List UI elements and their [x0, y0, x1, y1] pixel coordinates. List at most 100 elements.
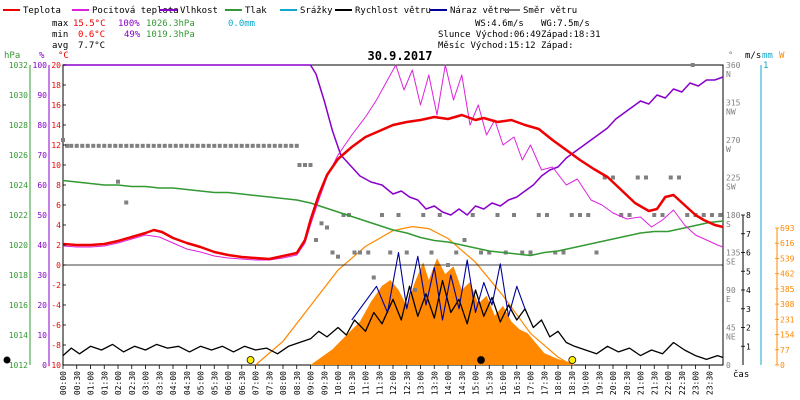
solar-tick-label: 462: [780, 270, 795, 279]
stat-ws: WS:4.6m/s: [475, 19, 524, 29]
wind-dir-point: [314, 238, 318, 242]
wind-dir-point: [201, 143, 206, 148]
temp-tick-label: 10: [51, 161, 61, 170]
humidity-tick-label: 50: [37, 211, 47, 220]
wind-dir-point: [512, 213, 516, 217]
unit-time: čas: [733, 369, 749, 380]
dir-tick-label: 225: [726, 174, 741, 183]
wind-tick-label: 4: [746, 286, 751, 295]
x-tick-label: 12:30: [403, 371, 412, 395]
dir-tick-compass: E: [726, 295, 731, 304]
wind-dir-point: [660, 213, 665, 217]
x-tick-label: 06:30: [238, 371, 247, 395]
wind-dir-point: [217, 143, 222, 148]
humidity-tick-label: 0: [42, 361, 47, 370]
wind-dir-point: [371, 275, 376, 280]
x-tick-label: 07:00: [252, 371, 261, 395]
legend-label-temperature: Teplota: [23, 6, 61, 16]
wind-dir-point: [319, 221, 324, 226]
x-tick-label: 00:30: [73, 371, 82, 395]
wind-tick-label: 6: [746, 249, 751, 258]
wind-dir-point: [124, 143, 129, 148]
dir-tick-compass: N: [726, 70, 731, 79]
solar-tick-label: 616: [780, 239, 795, 248]
x-tick-label: 11:00: [362, 371, 371, 395]
humidity-tick-label: 80: [37, 121, 47, 130]
wind-dir-point: [470, 213, 475, 217]
x-tick-label: 01:00: [87, 371, 96, 395]
moonrise-marker: [477, 356, 485, 364]
wind-dir-point: [223, 143, 228, 148]
wind-dir-point: [173, 143, 178, 148]
temp-tick-label: -4: [51, 301, 61, 310]
stat-wg: WG:7.5m/s: [541, 19, 590, 29]
wind-dir-point: [179, 143, 184, 148]
wind-dir-point: [308, 163, 313, 167]
wind-dir-point: [561, 250, 566, 255]
x-tick-label: 08:00: [279, 371, 288, 395]
x-tick-label: 16:00: [499, 371, 508, 395]
temp-tick-label: 12: [51, 141, 61, 150]
wind-dir-point: [668, 175, 673, 180]
wind-dir-point: [627, 213, 632, 217]
wind-dir-point: [545, 213, 549, 217]
stat-min-hum: 49%: [124, 30, 141, 40]
wind-dir-point: [341, 213, 346, 217]
wind-dir-point: [479, 250, 483, 255]
temp-tick-label: 4: [56, 221, 61, 230]
dir-tick-compass: S: [726, 220, 731, 229]
stat-min-label: min: [52, 30, 68, 40]
wind-dir-point: [352, 250, 357, 255]
wind-dir-point: [157, 143, 162, 148]
humidity-tick-label: 90: [37, 91, 47, 100]
x-tick-label: 03:00: [142, 371, 151, 395]
unit-mm: mm: [762, 51, 773, 61]
x-tick-label: 13:30: [430, 371, 439, 395]
wind-dir-point: [195, 143, 200, 148]
dir-tick-compass: SE: [726, 258, 736, 267]
wind-dir-point: [80, 143, 85, 148]
solar-tick-label: 539: [780, 254, 795, 263]
solar-tick-label: 231: [780, 315, 795, 324]
wind-dir-point: [330, 250, 335, 255]
x-tick-label: 13:00: [417, 371, 426, 395]
wind-dir-point: [294, 143, 299, 148]
pressure-tick-label: 1026: [9, 151, 28, 160]
wind-dir-point: [239, 143, 244, 148]
wind-dir-point: [635, 175, 640, 180]
x-tick-label: 12:00: [389, 371, 398, 395]
wind-dir-point: [140, 143, 145, 148]
x-tick-label: 02:00: [114, 371, 123, 395]
wind-tick-label: 8: [746, 211, 751, 220]
stat-max-label: max: [52, 19, 69, 29]
wind-dir-point: [358, 250, 362, 255]
wind-dir-point: [690, 63, 695, 67]
dir-tick-compass: SW: [726, 183, 736, 192]
temp-tick-label: 14: [51, 121, 61, 130]
wind-dir-point: [91, 143, 96, 148]
dir-tick-label: 270: [726, 136, 741, 145]
temp-tick-label: 8: [56, 181, 61, 190]
x-tick-label: 23:30: [705, 371, 714, 395]
x-tick-label: 15:00: [472, 371, 481, 395]
wind-dir-point: [569, 213, 574, 217]
chart-legend: Teplota Pocitová teplota Vlhkost Tlak Srážky…: [3, 6, 577, 16]
wind-dir-point: [303, 163, 307, 167]
wind-dir-point: [146, 143, 151, 148]
wind-dir-point: [65, 143, 70, 148]
wind-dir-point: [113, 143, 118, 148]
wind-dir-point: [85, 143, 90, 148]
temp-tick-label: 0: [56, 261, 61, 270]
humidity-tick-label: 60: [37, 181, 47, 190]
pressure-tick-label: 1024: [9, 181, 28, 190]
wind-dir-point: [118, 143, 123, 148]
wind-dir-point: [495, 213, 500, 217]
dir-tick-compass: NE: [726, 333, 736, 342]
wind-dir-point: [520, 250, 525, 255]
wind-dir-point: [611, 175, 615, 180]
x-tick-label: 18:30: [568, 371, 577, 395]
dir-tick-label: 180: [726, 211, 741, 220]
dir-tick-label: 45: [726, 324, 736, 333]
unit-degc: °C: [58, 51, 69, 61]
rain-axis-top: 1: [763, 61, 768, 71]
